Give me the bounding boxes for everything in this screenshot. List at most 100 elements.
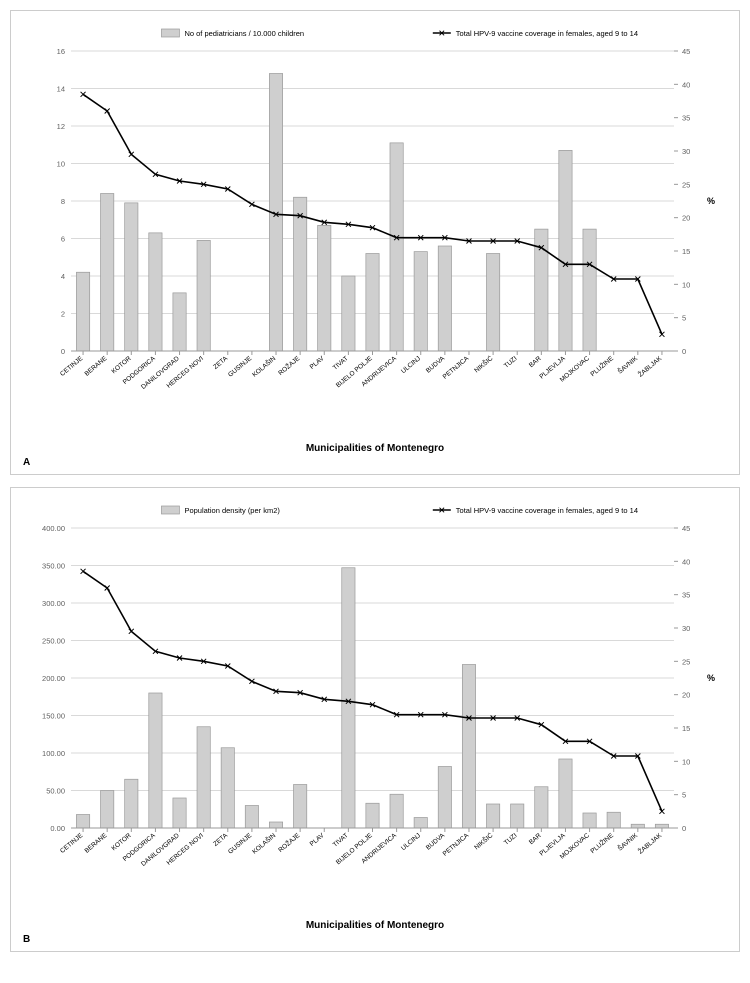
bar bbox=[631, 824, 644, 828]
bar bbox=[535, 787, 548, 828]
bar bbox=[76, 815, 89, 829]
legend-line-text: Total HPV-9 vaccine coverage in females,… bbox=[456, 29, 638, 38]
svg-text:12: 12 bbox=[57, 122, 65, 131]
svg-text:45: 45 bbox=[682, 47, 690, 56]
bar bbox=[438, 246, 451, 351]
x-label: BUDVA bbox=[425, 355, 447, 375]
x-label: KOLAŠIN bbox=[250, 830, 278, 855]
chart-b-container: 0.0050.00100.00150.00200.00250.00300.003… bbox=[21, 498, 729, 918]
svg-text:5: 5 bbox=[682, 314, 686, 323]
bar bbox=[294, 785, 307, 829]
panel-a: 0246810121416051015202530354045CETINJEBE… bbox=[10, 10, 740, 475]
svg-text:5: 5 bbox=[682, 791, 686, 800]
x-axis-title-a: Municipalities of Montenegro bbox=[21, 443, 729, 454]
right-axis-label: % bbox=[707, 673, 715, 683]
svg-text:10: 10 bbox=[682, 757, 690, 766]
svg-text:150.00: 150.00 bbox=[42, 712, 65, 721]
right-axis-label: % bbox=[707, 196, 715, 206]
bar bbox=[462, 665, 475, 829]
bar bbox=[76, 272, 89, 351]
svg-text:15: 15 bbox=[682, 724, 690, 733]
svg-text:30: 30 bbox=[682, 624, 690, 633]
x-label: GUSINJE bbox=[227, 355, 254, 379]
bar bbox=[173, 293, 186, 351]
svg-text:40: 40 bbox=[682, 557, 690, 566]
svg-text:16: 16 bbox=[57, 47, 65, 56]
x-axis-title-b: Municipalities of Montenegro bbox=[21, 920, 729, 931]
svg-text:15: 15 bbox=[682, 247, 690, 256]
bar bbox=[607, 812, 620, 828]
legend-bar-text: No of pediatricians / 10.000 children bbox=[184, 29, 304, 38]
x-label: BUDVA bbox=[425, 832, 447, 852]
bar bbox=[221, 748, 234, 828]
x-label: ZETA bbox=[212, 832, 229, 848]
svg-text:14: 14 bbox=[57, 85, 65, 94]
svg-text:50.00: 50.00 bbox=[46, 787, 65, 796]
svg-text:0: 0 bbox=[61, 347, 65, 356]
svg-text:100.00: 100.00 bbox=[42, 749, 65, 758]
bar bbox=[173, 798, 186, 828]
x-label: PETNJICA bbox=[442, 355, 471, 381]
bar bbox=[101, 791, 114, 829]
bar bbox=[414, 252, 427, 351]
x-label: BERANE bbox=[83, 355, 108, 378]
x-label: PLAV bbox=[309, 355, 326, 371]
bar bbox=[583, 229, 596, 351]
x-label: ROŽAJE bbox=[276, 353, 302, 377]
x-label: ZETA bbox=[212, 355, 229, 371]
svg-text:2: 2 bbox=[61, 310, 65, 319]
x-label: ŠAVNIK bbox=[615, 830, 639, 852]
bar bbox=[197, 727, 210, 828]
bar bbox=[342, 568, 355, 828]
bar bbox=[149, 693, 162, 828]
x-label: KOTOR bbox=[110, 832, 132, 852]
svg-text:8: 8 bbox=[61, 197, 65, 206]
x-label: CETINJE bbox=[59, 832, 85, 855]
x-label: ŽABLJAK bbox=[636, 353, 664, 378]
x-label: BAR bbox=[528, 832, 543, 846]
svg-text:20: 20 bbox=[682, 214, 690, 223]
x-label: TUZI bbox=[503, 355, 519, 370]
svg-text:200.00: 200.00 bbox=[42, 674, 65, 683]
x-label: TUZI bbox=[503, 832, 519, 847]
svg-text:250.00: 250.00 bbox=[42, 637, 65, 646]
x-label: BERANE bbox=[83, 832, 108, 855]
bar bbox=[390, 794, 403, 828]
x-label: ULCINJ bbox=[400, 355, 422, 375]
bar bbox=[366, 803, 379, 828]
legend-bar-swatch bbox=[161, 29, 179, 37]
svg-text:350.00: 350.00 bbox=[42, 562, 65, 571]
svg-text:30: 30 bbox=[682, 147, 690, 156]
bar bbox=[269, 822, 282, 828]
legend-bar-text: Population density (per km2) bbox=[184, 506, 280, 515]
svg-text:40: 40 bbox=[682, 80, 690, 89]
bar bbox=[245, 806, 258, 829]
svg-text:35: 35 bbox=[682, 114, 690, 123]
bar bbox=[294, 197, 307, 351]
bar bbox=[486, 804, 499, 828]
bar bbox=[366, 254, 379, 352]
x-label: PLUŽINE bbox=[588, 830, 615, 855]
bar bbox=[511, 804, 524, 828]
panel-a-label: A bbox=[23, 457, 30, 468]
x-label: KOTOR bbox=[110, 355, 132, 375]
svg-text:300.00: 300.00 bbox=[42, 599, 65, 608]
bar bbox=[414, 818, 427, 829]
x-label: PETNJICA bbox=[442, 832, 471, 858]
bar bbox=[149, 233, 162, 351]
bar bbox=[342, 276, 355, 351]
svg-text:0: 0 bbox=[682, 347, 686, 356]
legend-line-text: Total HPV-9 vaccine coverage in females,… bbox=[456, 506, 638, 515]
x-label: PLAV bbox=[309, 832, 326, 848]
bar bbox=[125, 779, 138, 828]
svg-text:35: 35 bbox=[682, 591, 690, 600]
bar bbox=[390, 143, 403, 351]
chart-a-container: 0246810121416051015202530354045CETINJEBE… bbox=[21, 21, 729, 441]
legend-bar-swatch bbox=[161, 506, 179, 514]
chart-b: 0.0050.00100.00150.00200.00250.00300.003… bbox=[21, 498, 729, 918]
svg-text:6: 6 bbox=[61, 235, 65, 244]
bar bbox=[197, 240, 210, 351]
svg-text:20: 20 bbox=[682, 691, 690, 700]
bar bbox=[583, 813, 596, 828]
chart-a: 0246810121416051015202530354045CETINJEBE… bbox=[21, 21, 729, 441]
